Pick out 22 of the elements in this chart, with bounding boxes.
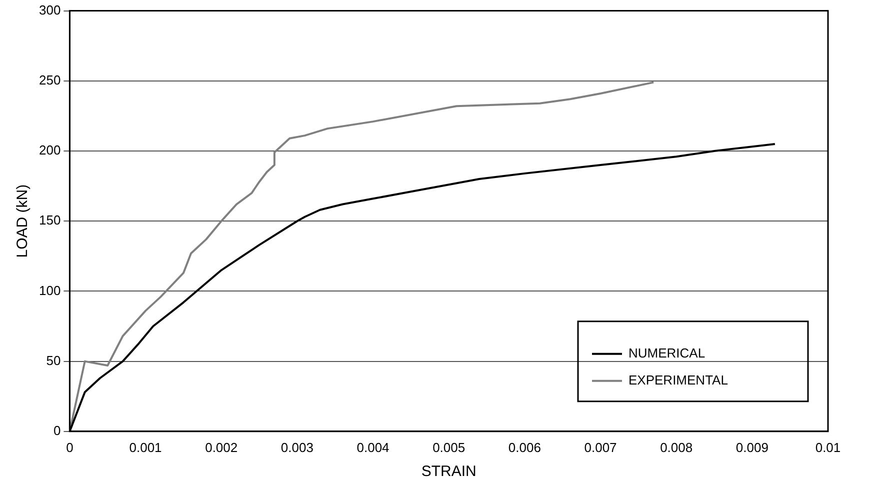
x-tick-label: 0.001 [129,440,162,455]
y-tick-label: 100 [38,282,61,298]
x-tick-label: 0.009 [736,440,768,455]
y-tick-label: 50 [46,352,61,368]
x-tick-label: 0.007 [584,440,617,455]
x-tick-label: 0 [66,440,74,455]
legend-label: EXPERIMENTAL [628,372,728,388]
x-tick-label: 0.008 [660,440,693,455]
y-tick-label: 0 [53,422,61,438]
x-tick-label: 0.002 [205,440,238,455]
y-tick-label: 150 [38,212,61,228]
y-tick-label: 200 [38,142,61,158]
y-tick-label: 300 [38,2,61,18]
x-tick-label: 0.005 [432,440,466,455]
x-tick-label: 0.006 [508,440,541,455]
legend-label: NUMERICAL [628,345,706,360]
x-tick-label: 0.01 [815,440,841,455]
x-tick-label: 0.004 [356,440,390,455]
y-axis-title: LOAD (kN) [14,184,32,258]
x-tick-label: 0.003 [280,440,314,455]
x-axis-title: STRAIN [421,463,476,480]
y-tick-label: 250 [38,72,61,88]
